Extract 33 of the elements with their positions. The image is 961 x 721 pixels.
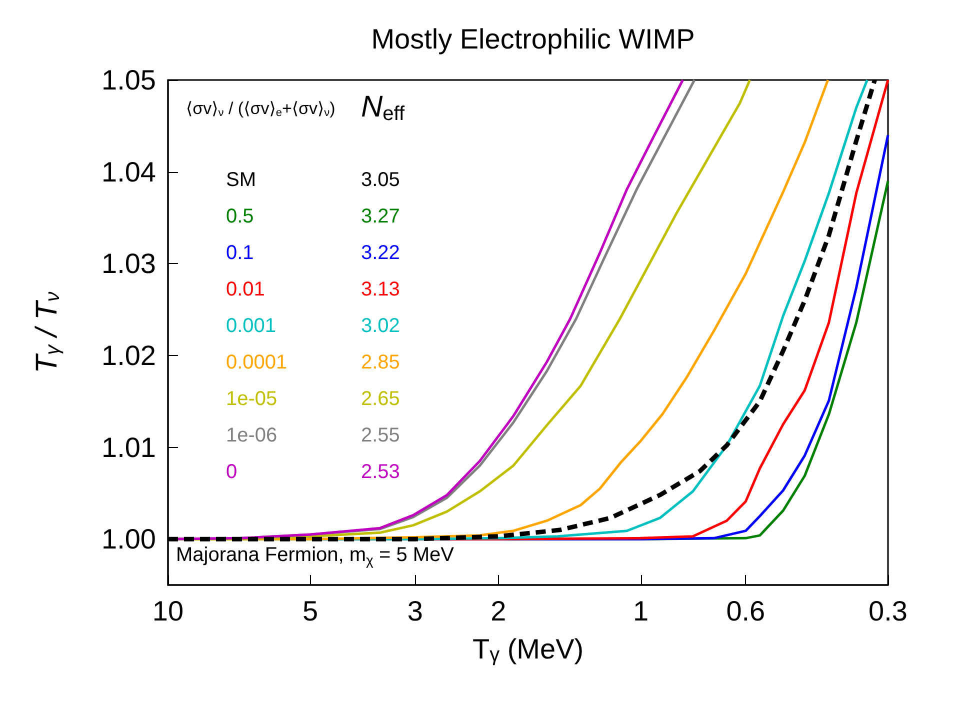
x-tick-label: 0.6: [726, 596, 766, 626]
chart-title: Mostly Electrophilic WIMP: [371, 24, 695, 54]
text: 1e-05: [226, 388, 278, 410]
annotation: 2.65: [361, 388, 400, 410]
x-tick-label: 5: [302, 596, 318, 626]
annotation: 3.27: [361, 206, 400, 228]
annotation: 2.85: [361, 352, 400, 374]
text: 0.5: [226, 206, 254, 228]
text: 1e-06: [226, 424, 278, 446]
y-tick-label: 1.01: [102, 432, 156, 463]
text: 0.01: [226, 278, 265, 300]
y-tick-label: 1.00: [102, 524, 156, 555]
text: 0.1: [226, 242, 254, 264]
x-tick-label: 0.3: [868, 596, 908, 626]
x-tick-label: 3: [407, 596, 423, 626]
y-tick-label: 1.05: [102, 64, 156, 96]
y-tick-label: 1.02: [102, 340, 156, 371]
x-tick-label: 2: [490, 596, 506, 626]
text: 0.0001: [226, 352, 288, 374]
annotation: 3.22: [361, 242, 400, 264]
x-tick-label: 1: [633, 596, 649, 626]
annotation: 3.13: [361, 278, 400, 300]
text: 0: [226, 461, 238, 483]
text: SM: [226, 169, 256, 191]
x-tick-label: 10: [152, 596, 184, 626]
y-axis-title: Tγ / Tν: [30, 292, 64, 374]
annotation: 3.02: [361, 315, 400, 337]
annotation: 2.53: [361, 461, 400, 483]
text: 0.001: [226, 315, 276, 337]
y-tick-label: 1.04: [102, 156, 156, 188]
y-tick-label: 1.03: [102, 248, 156, 280]
annotation: 2.55: [361, 424, 400, 446]
annotation: 3.05: [361, 169, 400, 191]
